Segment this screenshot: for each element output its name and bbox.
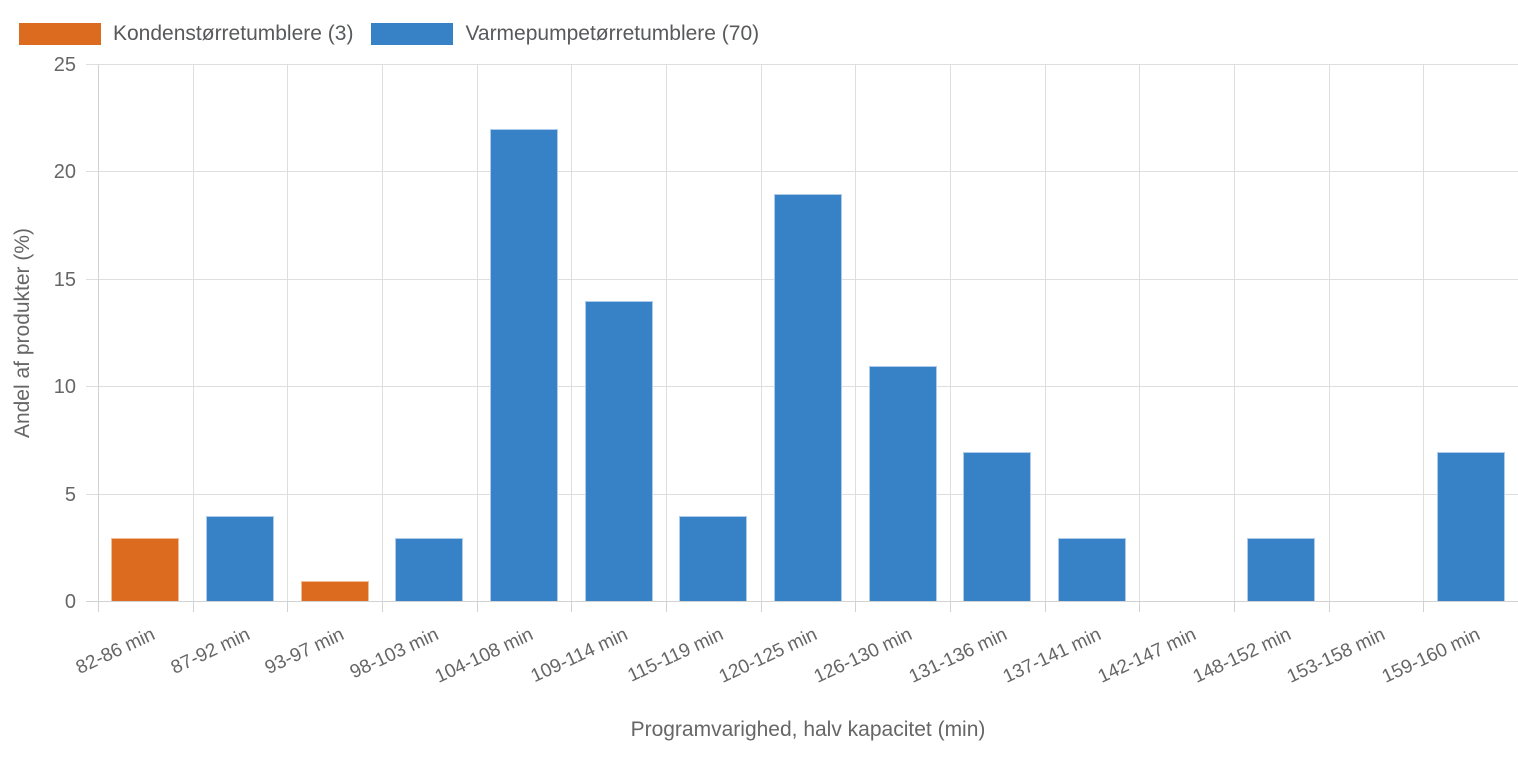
x-tick-mark: [1234, 602, 1235, 612]
legend-item-0[interactable]: Kondenstørretumblere (3): [19, 22, 353, 46]
bar-126-130-min[interactable]: [868, 365, 937, 602]
x-tick-label: 148-152 min: [1189, 624, 1295, 688]
y-tick-label: 10: [53, 376, 76, 399]
bar-87-92-min[interactable]: [206, 516, 274, 602]
y-tick-label: 20: [53, 161, 76, 184]
legend-item-1[interactable]: Varmepumpetørretumblere (70): [371, 22, 759, 46]
x-tick-mark: [1328, 602, 1330, 612]
bar-82-86-min[interactable]: [111, 537, 180, 602]
x-axis-line: [86, 601, 1518, 602]
y-tick-labels: 0 5 10 15 20 25: [0, 54, 80, 613]
x-tick-label: 82-86 min: [72, 624, 159, 679]
legend: Kondenstørretumblere (3) Varmepumpetørret…: [19, 22, 759, 46]
h-gridline: [86, 64, 1518, 65]
bar-137-141-min[interactable]: [1058, 537, 1126, 602]
x-tick-mark: [476, 602, 478, 612]
legend-swatch-icon: [371, 23, 454, 45]
x-tick-mark: [855, 602, 857, 612]
plot-area: [86, 64, 1518, 612]
v-gridline: [382, 65, 383, 602]
v-gridline: [1423, 65, 1425, 602]
x-tick-mark: [192, 602, 194, 612]
x-tick-mark: [1139, 602, 1141, 612]
x-tick-label: 109-114 min: [528, 624, 632, 688]
x-tick-label: 159-160 min: [1378, 624, 1484, 688]
y-tick-label: 5: [64, 483, 76, 506]
x-tick-label: 87-92 min: [167, 624, 253, 679]
x-tick-label: 93-97 min: [262, 624, 348, 679]
v-gridline: [571, 65, 573, 602]
x-tick-mark: [760, 602, 762, 612]
v-gridline: [1328, 65, 1330, 602]
x-tick-labels: 82-86 min 87-92 min 93-97 min 98-103 min 104…: [73, 602, 1518, 712]
x-axis-title: Programvarighed, halv kapacitet (min): [630, 718, 986, 741]
v-gridline: [855, 65, 857, 602]
h-gridline: [86, 171, 1518, 173]
legend-swatch-icon: [19, 23, 101, 45]
x-tick-label: 126-130 min: [810, 624, 916, 688]
v-gridline: [666, 65, 667, 602]
x-tick-mark: [287, 602, 289, 612]
v-gridline: [1234, 65, 1235, 602]
legend-label: Kondenstørretumblere (3): [113, 22, 354, 45]
bar-131-136-min[interactable]: [963, 451, 1032, 602]
x-tick-mark: [571, 602, 573, 612]
x-tick-label: 98-103 min: [347, 624, 443, 684]
y-tick-label: 15: [53, 268, 76, 291]
x-tick-label: 104-108 min: [432, 624, 537, 688]
bar-148-152-min[interactable]: [1247, 537, 1316, 602]
y-tick-label: 25: [53, 54, 76, 76]
x-tick-label: 120-125 min: [716, 624, 821, 688]
x-tick-mark: [950, 602, 951, 612]
bar-115-119-min[interactable]: [679, 516, 748, 602]
x-tick-mark: [1044, 602, 1046, 612]
legend-label: Varmepumpetørretumblere (70): [465, 22, 760, 45]
bar-104-108-min[interactable]: [490, 129, 558, 602]
y-tick-label: 0: [64, 591, 76, 613]
x-tick-mark: [666, 602, 667, 612]
bar-98-103-min[interactable]: [395, 537, 464, 602]
x-tick-label: 131-136 min: [905, 624, 1011, 688]
x-tick-label: 153-158 min: [1284, 624, 1389, 688]
x-tick-mark: [382, 602, 383, 612]
v-gridline: [1044, 65, 1046, 602]
v-gridline: [192, 65, 194, 602]
y-axis-line: [98, 65, 99, 612]
bar-120-125-min[interactable]: [774, 193, 842, 602]
x-tick-mark: [1423, 602, 1425, 612]
bar-93-97-min[interactable]: [300, 580, 369, 602]
v-gridline: [950, 65, 951, 602]
v-gridline: [1139, 65, 1141, 602]
bar-109-114-min[interactable]: [584, 301, 653, 602]
x-tick-label: 137-141 min: [1000, 624, 1105, 688]
bar-159-160-min[interactable]: [1436, 451, 1505, 602]
v-gridline: [476, 65, 478, 602]
v-gridline: [287, 65, 289, 602]
x-tick-label: 115-119 min: [624, 624, 727, 687]
v-gridline: [760, 65, 762, 602]
x-tick-label: 142-147 min: [1094, 624, 1200, 688]
